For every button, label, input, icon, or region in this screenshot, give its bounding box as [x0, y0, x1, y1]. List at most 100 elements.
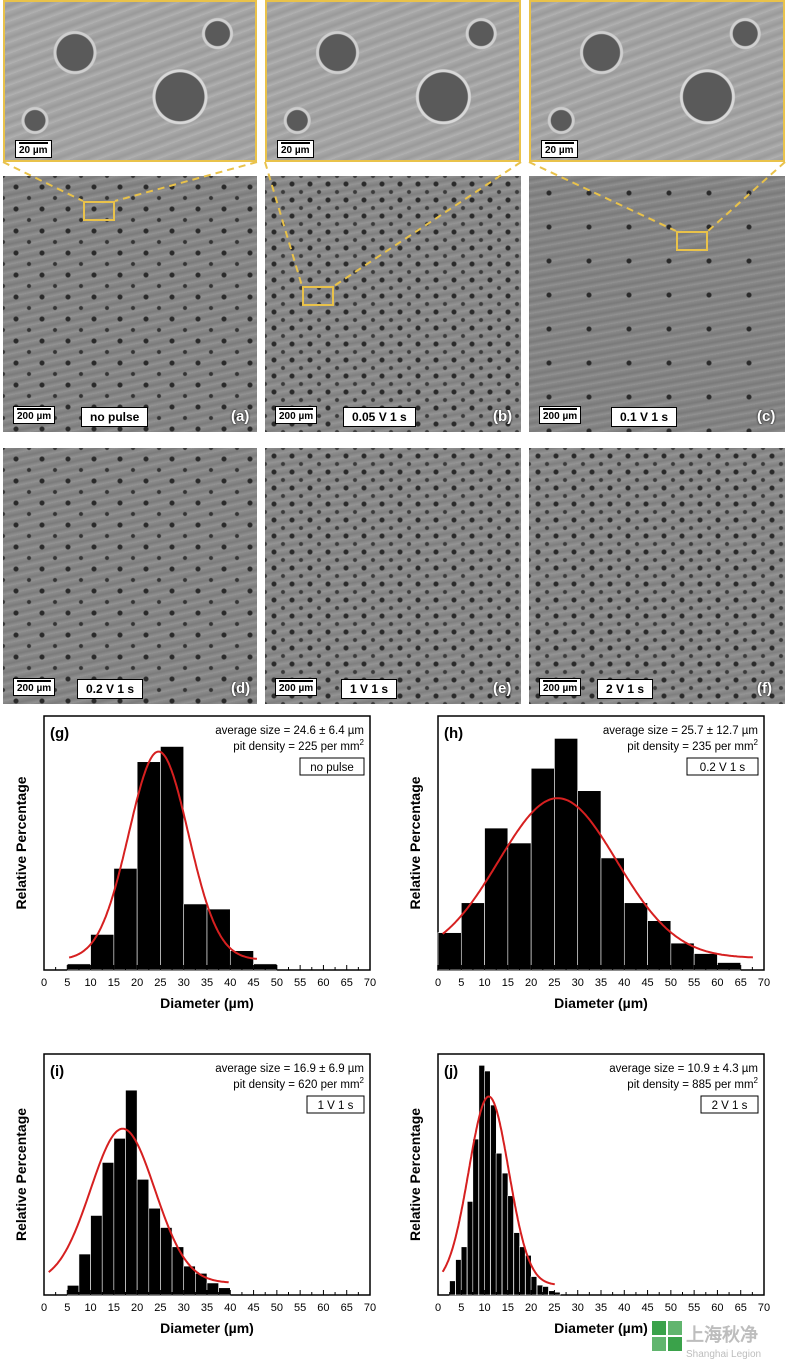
x-tick-label: 20 — [525, 1302, 537, 1314]
average-size-text: average size = 24.6 ± 6.4 µm — [215, 725, 364, 737]
x-tick-label: 50 — [271, 1302, 283, 1314]
x-tick-label: 50 — [271, 977, 283, 989]
histogram-bar — [536, 1284, 544, 1296]
histogram-bar — [66, 1285, 80, 1296]
x-tick-label: 20 — [525, 977, 537, 989]
average-size-text: average size = 25.7 ± 12.7 µm — [603, 725, 758, 737]
y-axis-label: Relative Percentage — [407, 1108, 423, 1241]
scale-bar: 20 µm — [541, 140, 578, 158]
histogram-bar — [507, 842, 532, 971]
condition-label: 0.2 V 1 s — [700, 762, 746, 774]
histogram-chart-j: 0 5 10 15 20 25 30 35 40 45 50 55 60 65 70 Diameter (µm… — [407, 1053, 770, 1336]
histogram-bar — [519, 1246, 526, 1296]
histogram-bar — [554, 738, 579, 971]
x-tick-label: 60 — [317, 977, 329, 989]
histogram-bar — [113, 1138, 126, 1296]
sem-panel-c: 200 µm 0.1 V 1 s (c) — [529, 176, 785, 432]
x-tick-label: 70 — [758, 977, 770, 989]
gaussian-fit-curve — [68, 750, 258, 960]
histogram-bar — [90, 1215, 103, 1296]
x-tick-label: 50 — [665, 1302, 677, 1314]
x-tick-label: 40 — [618, 1302, 630, 1314]
scale-bar: 200 µm — [13, 406, 56, 424]
region-of-interest — [83, 201, 115, 221]
x-tick-label: 70 — [364, 1302, 376, 1314]
histogram-bar — [136, 1179, 150, 1296]
histogram-bar — [455, 1259, 462, 1296]
x-tick-label: 50 — [665, 977, 677, 989]
panel-label: (a) — [231, 408, 250, 425]
histogram-bar — [472, 1138, 479, 1296]
x-axis-label: Diameter (µm) — [554, 1320, 648, 1336]
histogram-bar — [466, 1201, 474, 1296]
x-tick-label: 45 — [641, 1302, 653, 1314]
x-tick-label: 10 — [84, 977, 96, 989]
x-tick-label: 30 — [178, 977, 190, 989]
x-tick-label: 60 — [317, 1302, 329, 1314]
watermark: 上海秋净 Shanghai Legion — [650, 1315, 787, 1365]
x-tick-label: 20 — [131, 1302, 143, 1314]
panel-label: (c) — [757, 408, 776, 425]
panel-label: (i) — [50, 1063, 64, 1080]
panel-label: (j) — [444, 1063, 458, 1080]
histogram-bar — [495, 1152, 503, 1296]
average-size-text: average size = 10.9 ± 4.3 µm — [609, 1063, 758, 1075]
panel-label: (f) — [757, 680, 772, 697]
histogram-bar — [600, 857, 625, 971]
histogram-bar — [206, 1282, 219, 1296]
panel-label: (d) — [231, 680, 251, 697]
y-axis-label: Relative Percentage — [13, 776, 29, 909]
condition-box — [306, 1095, 365, 1114]
x-tick-label: 45 — [641, 977, 653, 989]
x-tick-label: 40 — [618, 977, 630, 989]
histogram-bar — [125, 1089, 138, 1296]
y-axis-label: Relative Percentage — [407, 776, 423, 909]
histogram-bar — [206, 908, 231, 971]
x-tick-label: 70 — [364, 977, 376, 989]
condition-box — [700, 1095, 759, 1114]
x-tick-label: 15 — [502, 1302, 514, 1314]
condition-label: 0.2 V 1 s — [77, 679, 144, 699]
scale-bar: 20 µm — [15, 140, 52, 158]
histogram-bar — [670, 942, 695, 971]
histogram-chart-h: 0 5 10 15 20 25 30 35 40 45 50 55 60 65 70 Diameter (µm… — [407, 715, 770, 1011]
histogram-bar — [530, 1276, 538, 1296]
histogram-chart-i: 0 5 10 15 20 25 30 35 40 45 50 55 60 65 70 Diameter (µm… — [13, 1053, 376, 1336]
scale-bar: 20 µm — [277, 140, 314, 158]
x-tick-label: 25 — [154, 1302, 166, 1314]
scale-bar: 200 µm — [275, 406, 318, 424]
sem-panel-e: 200 µm 1 V 1 s (e) — [265, 448, 521, 704]
average-size-text: average size = 16.9 ± 6.9 µm — [215, 1063, 364, 1075]
scale-bar: 200 µm — [275, 678, 318, 696]
histogram-bar — [507, 1195, 514, 1296]
condition-label: 0.1 V 1 s — [611, 407, 678, 427]
gaussian-fit-curve — [442, 797, 753, 959]
x-tick-label: 25 — [548, 1302, 560, 1314]
x-tick-label: 30 — [178, 1302, 190, 1314]
x-tick-label: 65 — [735, 1302, 747, 1314]
histogram-bar — [513, 1232, 520, 1296]
x-tick-label: 35 — [201, 977, 213, 989]
x-tick-label: 60 — [711, 977, 723, 989]
x-tick-label: 35 — [595, 977, 607, 989]
histogram-bar — [437, 932, 462, 971]
x-tick-label: 15 — [108, 977, 120, 989]
sem-panel-d: 200 µm 0.2 V 1 s (d) — [3, 448, 257, 704]
histogram-bar — [623, 902, 648, 971]
histogram-bar — [525, 1255, 532, 1296]
x-tick-label: 0 — [41, 1302, 47, 1314]
histogram-bar — [78, 1253, 91, 1296]
x-axis-label: Diameter (µm) — [160, 1320, 254, 1336]
histogram-bar — [484, 1070, 491, 1296]
histogram-bar — [548, 1290, 555, 1296]
condition-label: 1 V 1 s — [318, 1100, 354, 1112]
x-tick-label: 20 — [131, 977, 143, 989]
zoom-panel-a: 20 µm — [3, 0, 257, 162]
x-tick-label: 45 — [247, 977, 259, 989]
x-tick-label: 5 — [64, 977, 70, 989]
x-tick-label: 10 — [84, 1302, 96, 1314]
x-tick-label: 25 — [154, 977, 166, 989]
condition-label: 2 V 1 s — [597, 679, 654, 699]
sem-panel-a: 200 µm no pulse (a) — [3, 176, 257, 432]
x-tick-label: 15 — [108, 1302, 120, 1314]
